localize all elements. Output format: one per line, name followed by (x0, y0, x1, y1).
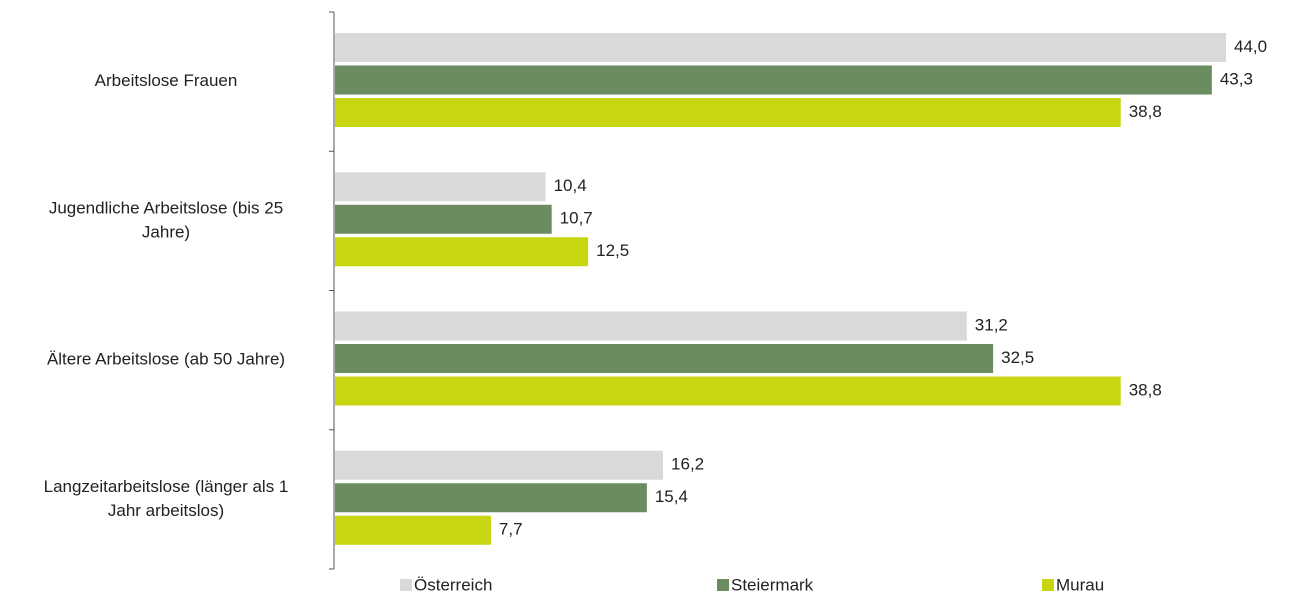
bar (335, 204, 552, 234)
data-label: 12,5 (596, 241, 629, 260)
data-label: 10,4 (554, 176, 587, 195)
category-labels: Arbeitslose Frauen Jugendliche Arbeitslos… (44, 71, 289, 520)
legend-label: Murau (1056, 575, 1104, 594)
bar (335, 483, 647, 513)
axis-ticks (329, 11, 334, 570)
data-label: 44,0 (1234, 37, 1267, 56)
category-label: Jahre) (142, 222, 190, 241)
value-labels: 44,0 43,3 38,8 10,4 10,712,5 31,2 32,5 38,8 16,2… (499, 37, 1267, 539)
data-label: 10,7 (560, 209, 593, 228)
data-label: 43,3 (1220, 69, 1253, 88)
bar (335, 65, 1212, 95)
legend-label: Österreich (414, 575, 492, 594)
bar (335, 376, 1121, 406)
legend-label: Steiermark (731, 575, 814, 594)
category-label: Langzeitarbeitslose (länger als 1 (44, 477, 289, 496)
bar (335, 33, 1226, 62)
bar (335, 450, 664, 480)
bar (335, 172, 546, 202)
data-label: 38,8 (1129, 102, 1162, 121)
bar (335, 311, 967, 341)
data-label: 7,7 (499, 520, 523, 539)
bar (335, 98, 1121, 127)
data-label: 16,2 (671, 455, 704, 474)
data-label: 31,2 (975, 315, 1008, 334)
legend-swatch (717, 579, 729, 591)
data-label: 15,4 (655, 487, 688, 506)
category-label: Jahr arbeitslos) (108, 501, 224, 520)
bars (335, 33, 1226, 545)
data-label: 38,8 (1129, 380, 1162, 399)
bar (335, 515, 491, 545)
category-label: Jugendliche Arbeitslose (bis 25 (49, 198, 283, 217)
bar (335, 344, 994, 373)
category-label: Arbeitslose Frauen (95, 71, 238, 90)
data-label: 32,5 (1001, 348, 1034, 367)
legend-swatch (400, 579, 412, 591)
bar (335, 237, 589, 267)
category-label: Ältere Arbeitslose (ab 50 Jahre) (47, 350, 285, 369)
legend-swatch (1042, 579, 1054, 591)
legend: Österreich Steiermark Murau (400, 575, 1104, 594)
